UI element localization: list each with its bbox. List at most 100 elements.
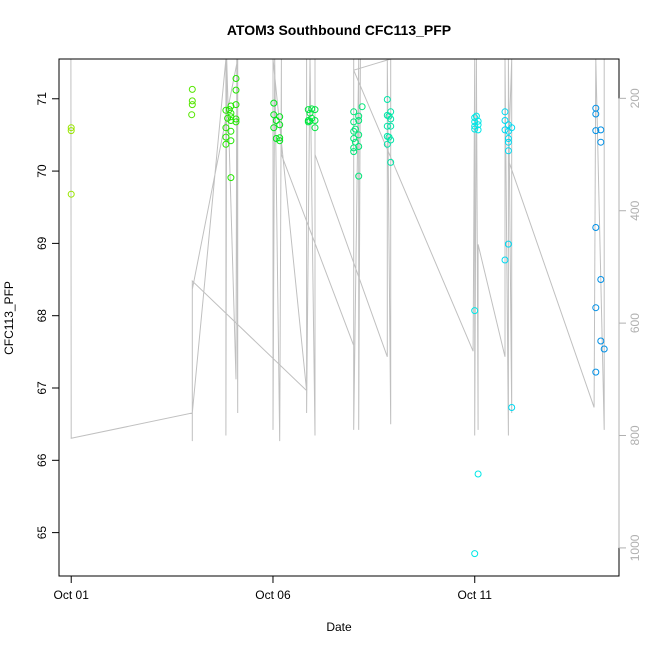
data-point bbox=[592, 110, 600, 118]
data-point bbox=[227, 127, 235, 135]
y-tick-label: 69 bbox=[35, 236, 49, 250]
data-point bbox=[355, 112, 363, 120]
x-tick-label: Oct 06 bbox=[255, 588, 291, 602]
data-point bbox=[188, 97, 196, 105]
data-point bbox=[350, 118, 358, 126]
axes-layer: Oct 01 Oct 06 Oct 11 65 66 67 68 69 70 71 200 400 60… bbox=[35, 88, 642, 602]
data-point bbox=[385, 133, 393, 141]
data-point bbox=[350, 108, 358, 116]
data-point bbox=[504, 138, 512, 146]
data-point bbox=[592, 224, 600, 231]
data-point bbox=[474, 121, 482, 129]
data-point bbox=[188, 101, 196, 109]
data-point bbox=[222, 140, 230, 148]
y-tick-label: 66 bbox=[35, 453, 49, 467]
y-tick-label: 68 bbox=[35, 309, 49, 323]
data-point bbox=[232, 118, 240, 126]
data-point bbox=[232, 115, 240, 123]
secondary-y-tick-label: 1000 bbox=[628, 534, 642, 561]
secondary-y-tick-label: 600 bbox=[628, 313, 642, 333]
data-point bbox=[597, 276, 605, 283]
y-tick-label: 65 bbox=[35, 526, 49, 540]
data-point bbox=[592, 304, 600, 312]
data-point bbox=[270, 111, 278, 119]
data-point bbox=[188, 111, 196, 119]
data-point bbox=[222, 124, 230, 132]
data-point bbox=[222, 106, 230, 114]
data-point bbox=[355, 117, 363, 124]
data-point bbox=[308, 105, 316, 113]
data-point bbox=[387, 122, 395, 130]
y-tick-label: 67 bbox=[35, 381, 49, 395]
data-point bbox=[592, 127, 600, 135]
data-point bbox=[355, 172, 363, 180]
data-point bbox=[508, 404, 516, 411]
y-tick-label: 70 bbox=[35, 164, 49, 178]
data-point bbox=[311, 124, 319, 132]
data-point bbox=[67, 124, 75, 132]
x-tick-label: Oct 11 bbox=[458, 588, 493, 602]
data-point bbox=[504, 240, 512, 248]
data-point bbox=[272, 117, 280, 124]
data-point bbox=[474, 470, 482, 478]
data-point bbox=[225, 106, 233, 114]
data-point bbox=[270, 124, 278, 132]
x-axis-label: Date bbox=[326, 620, 352, 634]
data-point bbox=[358, 103, 366, 111]
data-point bbox=[311, 117, 319, 124]
chart-title: ATOM3 Southbound CFC113_PFP bbox=[227, 22, 451, 38]
data-point bbox=[270, 99, 278, 107]
altitude-line bbox=[70, 59, 605, 442]
data-point bbox=[472, 112, 480, 120]
data-point bbox=[350, 127, 358, 135]
data-point bbox=[471, 125, 479, 133]
data-point bbox=[67, 190, 75, 198]
secondary-y-tick-label: 800 bbox=[628, 425, 642, 445]
data-point bbox=[304, 106, 312, 114]
data-point bbox=[355, 143, 363, 150]
y-axis-label: CFC113_PFP bbox=[2, 281, 16, 355]
data-point bbox=[501, 108, 509, 116]
data-point bbox=[311, 106, 319, 114]
data-point bbox=[272, 135, 280, 142]
data-point bbox=[387, 158, 395, 166]
data-point bbox=[67, 127, 75, 135]
data-point bbox=[227, 137, 235, 145]
data-point bbox=[355, 131, 363, 139]
data-point bbox=[383, 122, 391, 130]
data-point bbox=[227, 102, 235, 110]
data-point bbox=[504, 135, 512, 142]
data-point bbox=[232, 86, 240, 94]
data-point bbox=[504, 147, 512, 155]
x-tick-label: Oct 01 bbox=[54, 588, 90, 602]
data-point bbox=[351, 138, 359, 146]
secondary-y-tick-label: 400 bbox=[628, 200, 642, 220]
data-point bbox=[276, 134, 284, 142]
data-point bbox=[306, 109, 314, 117]
data-point bbox=[471, 550, 479, 558]
data-point bbox=[383, 140, 391, 148]
data-point bbox=[222, 133, 230, 141]
data-point bbox=[600, 345, 608, 353]
data-point bbox=[224, 114, 232, 122]
data-point bbox=[474, 126, 482, 134]
data-point bbox=[597, 138, 605, 146]
data-point bbox=[501, 126, 509, 134]
data-point bbox=[501, 117, 509, 124]
data-point bbox=[227, 109, 235, 117]
data-point bbox=[276, 121, 284, 129]
data-point bbox=[471, 307, 479, 315]
y-tick-label: 71 bbox=[35, 92, 49, 106]
data-point bbox=[383, 96, 391, 103]
secondary-y-tick-label: 200 bbox=[628, 88, 642, 108]
data-point bbox=[385, 112, 393, 120]
data-point bbox=[232, 75, 240, 82]
data-point bbox=[350, 148, 358, 156]
data-point bbox=[592, 368, 600, 376]
data-point bbox=[232, 101, 240, 109]
data-point bbox=[501, 256, 509, 264]
data-point bbox=[508, 124, 516, 132]
